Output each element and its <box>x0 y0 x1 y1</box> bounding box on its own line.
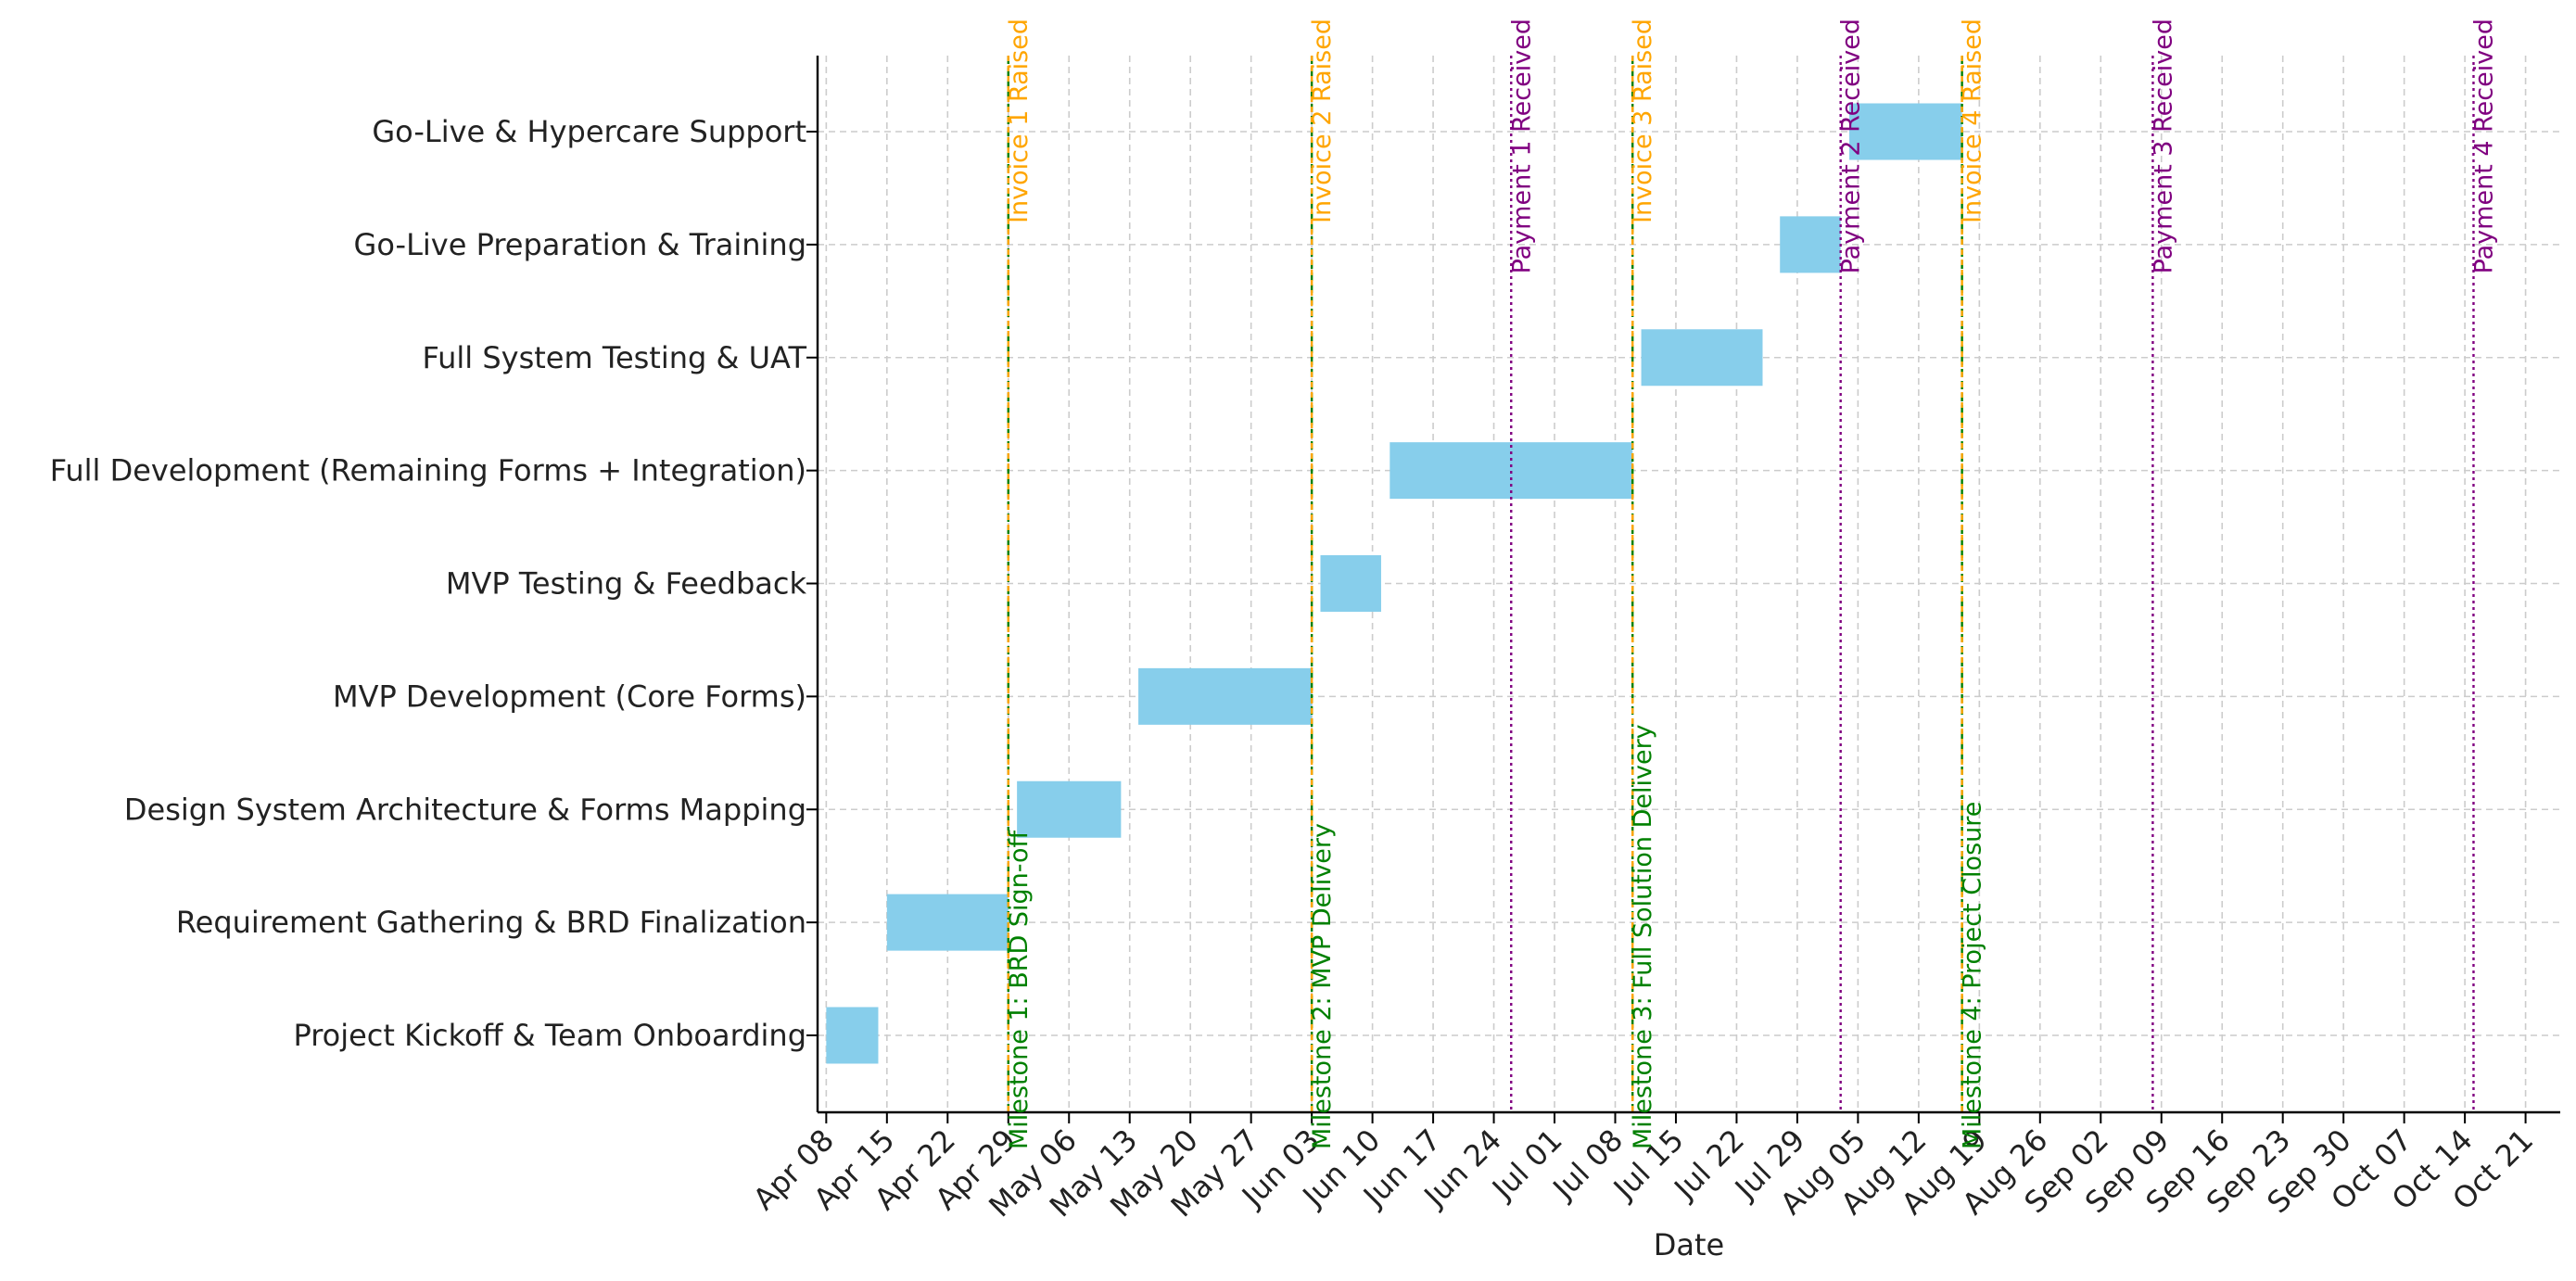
task-label: MVP Development (Core Forms) <box>333 679 806 714</box>
milestone-label: Milestone 1: BRD Sign-off <box>1005 829 1034 1149</box>
x-axis-title: Date <box>1654 1227 1724 1262</box>
milestone-label: Milestone 3: Full Solution Delivery <box>1629 724 1657 1149</box>
milestone-label: Milestone 2: MVP Delivery <box>1308 823 1337 1149</box>
task-bar <box>1390 442 1633 500</box>
payment-label: Payment 4 Received <box>2469 19 2498 273</box>
task-label: Full System Testing & UAT <box>422 340 806 375</box>
x-tick-label: Jul 08 <box>1545 1122 1631 1208</box>
task-label: Requirement Gathering & BRD Finalization <box>176 905 806 940</box>
invoice-label: Invoice 2 Raised <box>1308 19 1337 223</box>
invoice-label: Invoice 4 Raised <box>1959 19 1987 223</box>
task-bar <box>1780 216 1841 273</box>
task-bar <box>826 1007 879 1064</box>
payment-label: Payment 1 Received <box>1507 19 1536 273</box>
task-bar <box>1138 667 1313 725</box>
task-bar <box>1320 555 1381 612</box>
task-bar <box>1641 329 1763 387</box>
x-tick-label: Jul 01 <box>1484 1122 1569 1208</box>
milestone-label: Milestone 4: Project Closure <box>1959 802 1987 1149</box>
payment-label: Payment 3 Received <box>2149 19 2177 273</box>
event-labels: Milestone 1: BRD Sign-off Milestone 2: MV… <box>1005 19 2499 1149</box>
task-bar <box>1849 103 1962 160</box>
task-labels: Project Kickoff & Team Onboarding Require… <box>50 114 807 1053</box>
task-label: Design System Architecture & Forms Mappi… <box>124 792 806 827</box>
task-label: MVP Testing & Feedback <box>446 566 807 602</box>
event-lines <box>1007 56 2475 1112</box>
task-label: Project Kickoff & Team Onboarding <box>293 1018 806 1053</box>
task-bars <box>826 103 1962 1064</box>
invoice-label: Invoice 1 Raised <box>1005 19 1034 223</box>
grid-layer <box>818 56 2560 1112</box>
task-label: Go-Live & Hypercare Support <box>372 114 806 149</box>
invoice-label: Invoice 3 Raised <box>1629 19 1657 223</box>
task-bar <box>1017 780 1122 838</box>
task-label: Go-Live Preparation & Training <box>354 227 806 262</box>
x-tick-label: Jul 22 <box>1667 1122 1752 1208</box>
task-bar <box>886 894 1009 951</box>
payment-label: Payment 2 Received <box>1837 19 1866 273</box>
task-label: Full Development (Remaining Forms + Inte… <box>50 453 806 488</box>
axes <box>806 56 2560 1123</box>
